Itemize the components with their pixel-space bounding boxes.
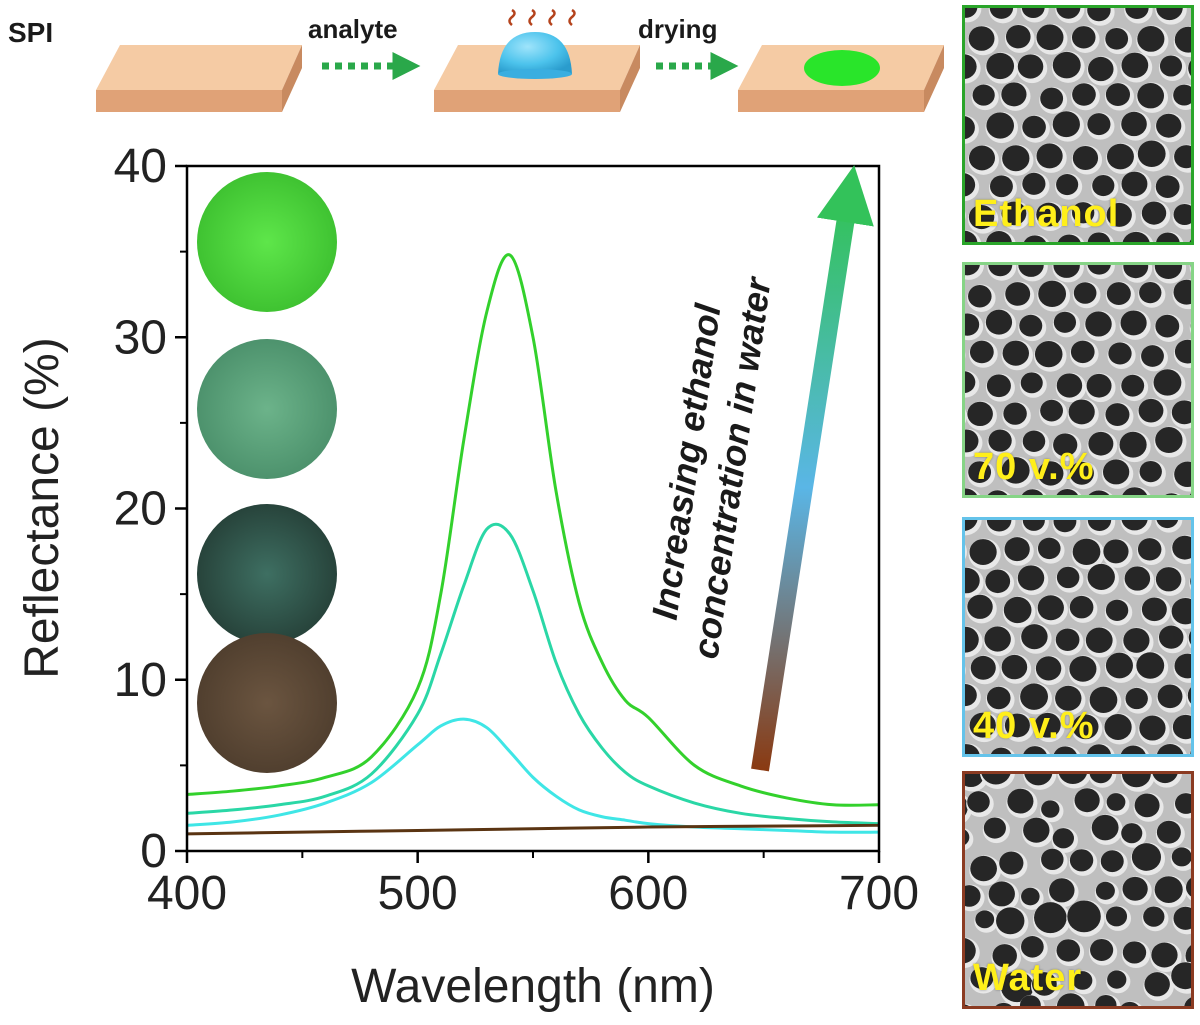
scheme-title: SPI <box>8 17 53 48</box>
drying-label: drying <box>638 14 717 44</box>
sample-photos <box>197 172 337 773</box>
sem-panel-ethanol: Ethanol <box>962 5 1194 245</box>
x-tick-label: 500 <box>378 867 458 920</box>
sem-panel-label: Water <box>973 957 1083 999</box>
y-tick-label: 20 <box>114 483 167 536</box>
substrate-bare <box>96 45 302 112</box>
series-line-70-v <box>186 522 880 826</box>
sem-panel-water: Water <box>962 771 1194 1009</box>
sample-photo-ethanol <box>197 172 337 312</box>
sem-image <box>965 8 1191 242</box>
process-scheme: SPI analyte drying <box>8 8 944 112</box>
series-line-ethanol <box>186 253 880 807</box>
analyte-label: analyte <box>308 14 398 44</box>
sem-image <box>965 520 1191 754</box>
sem-panel-40-v: 40 v.% <box>962 517 1194 757</box>
sample-photo-water <box>197 633 337 773</box>
y-tick-label: 0 <box>140 825 167 878</box>
sample-photo-40 <box>197 504 337 644</box>
x-tick-label: 400 <box>147 867 227 920</box>
sem-panel-label: Ethanol <box>973 193 1120 235</box>
sem-image <box>965 774 1191 1006</box>
y-tick-label: 30 <box>114 311 167 364</box>
concentration-arrow <box>751 165 874 772</box>
x-tick-label: 600 <box>608 867 688 920</box>
y-axis-label: Reflectance (%) <box>16 337 69 678</box>
y-tick-label: 40 <box>114 140 167 193</box>
sample-photo-70 <box>197 339 337 479</box>
series-line-water <box>186 823 880 836</box>
substrate-dried <box>738 45 944 112</box>
tick-layer: 400 500 600 700 0 10 20 30 40 <box>114 140 919 920</box>
substrate-with-droplet <box>434 32 640 112</box>
y-tick-label: 10 <box>114 654 167 707</box>
reflectance-chart: 400 500 600 700 0 10 20 30 40 Wavelength (nm) Re… <box>16 140 919 1013</box>
sem-panel-label: 40 v.% <box>973 705 1095 747</box>
dried-spot <box>804 50 880 86</box>
droplet <box>498 32 572 74</box>
sem-panel-label: 70 v.% <box>973 446 1095 488</box>
x-axis-label: Wavelength (nm) <box>351 960 715 1013</box>
series-layer <box>186 253 880 836</box>
sem-panel-70-v: 70 v.% <box>962 262 1194 498</box>
sem-image <box>965 265 1191 495</box>
vapor-icon <box>508 8 576 26</box>
series-line-40-v <box>186 717 880 834</box>
x-tick-label: 700 <box>839 867 919 920</box>
